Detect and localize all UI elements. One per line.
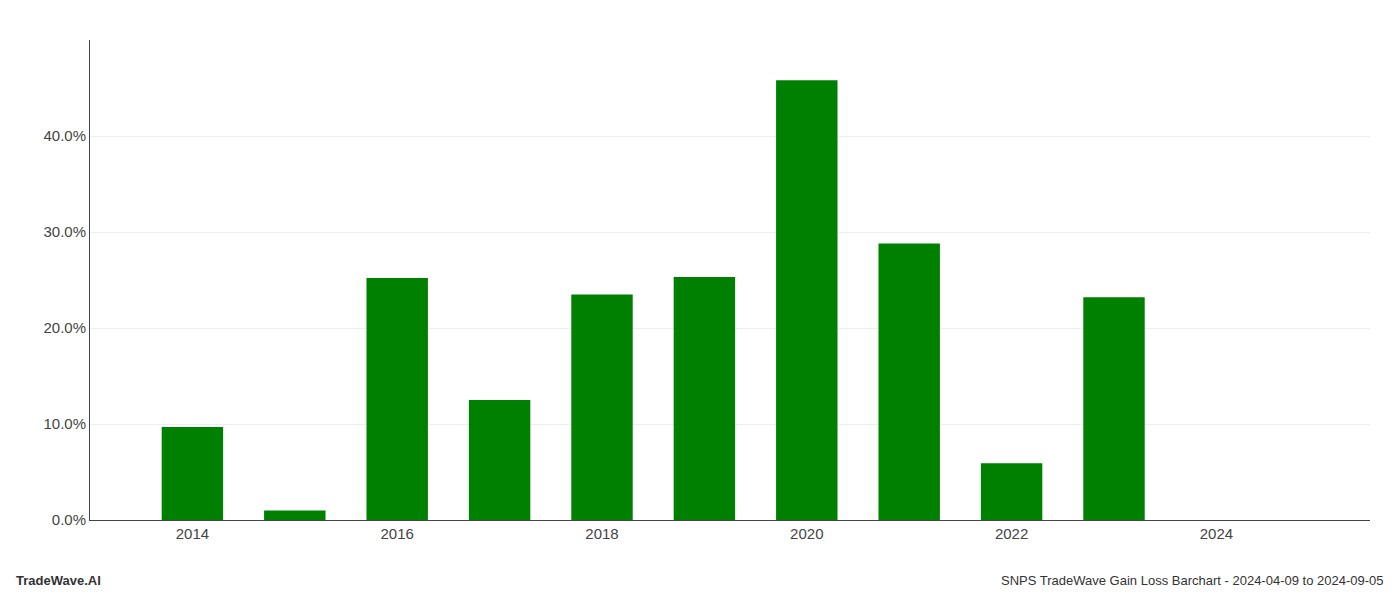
svg-text:2020: 2020: [790, 525, 823, 542]
svg-text:SNPS TradeWave Gain Loss Barch: SNPS TradeWave Gain Loss Barchart - 2024…: [1001, 573, 1384, 588]
svg-text:2018: 2018: [585, 525, 618, 542]
svg-text:TradeWave.AI: TradeWave.AI: [16, 573, 101, 588]
svg-text:0.0%: 0.0%: [52, 511, 86, 528]
svg-text:10.0%: 10.0%: [43, 415, 86, 432]
svg-text:40.0%: 40.0%: [43, 127, 86, 144]
svg-text:2024: 2024: [1200, 525, 1233, 542]
svg-text:2016: 2016: [381, 525, 414, 542]
svg-text:2014: 2014: [176, 525, 209, 542]
svg-text:2022: 2022: [995, 525, 1028, 542]
svg-text:20.0%: 20.0%: [43, 319, 86, 336]
svg-text:30.0%: 30.0%: [43, 223, 86, 240]
